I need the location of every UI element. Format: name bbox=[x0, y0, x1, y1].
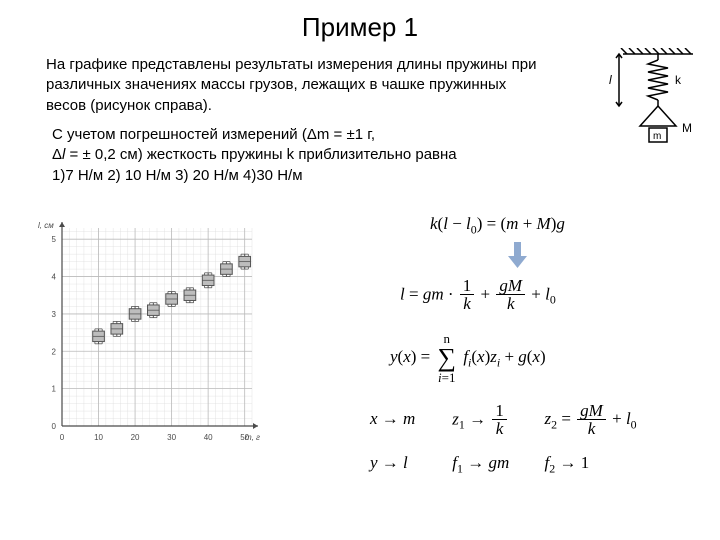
svg-text:30: 30 bbox=[167, 433, 176, 442]
page-title: Пример 1 bbox=[0, 12, 720, 43]
svg-text:10: 10 bbox=[94, 433, 103, 442]
label-l: l bbox=[609, 73, 612, 87]
svg-text:m, г: m, г bbox=[245, 433, 260, 442]
formula-5: y → l f1 → gm f2 → 1 bbox=[370, 453, 690, 476]
formula-block: k(l − l0) = (m + M)g l = gm · 1k + gMk +… bbox=[370, 204, 690, 486]
paragraph-1: На графике представлены результаты измер… bbox=[46, 55, 546, 116]
paragraph-2: С учетом погрешностей измерений (Δm = ±1… bbox=[52, 125, 592, 186]
svg-text:0: 0 bbox=[60, 433, 65, 442]
svg-text:4: 4 bbox=[52, 273, 57, 282]
paragraph-2-line-3: 1)7 Н/м 2) 10 Н/м 3) 20 Н/м 4)30 Н/м bbox=[52, 167, 303, 184]
svg-text:20: 20 bbox=[131, 433, 140, 442]
formula-4: x → m z1 → 1k z2 = gMk + l0 bbox=[370, 402, 690, 439]
paragraph-2-line-2: Δl = ± 0,2 см) жесткость пружины k прибл… bbox=[52, 146, 457, 163]
paragraph-2-line-1: С учетом погрешностей измерений (Δm = ±1… bbox=[52, 126, 375, 143]
label-k: k bbox=[675, 73, 682, 87]
error-bar-chart: 01020304050012345m, гl, см bbox=[34, 218, 264, 448]
formula-3: y(x) = n ∑ i=1 fi(x)zi + g(x) bbox=[390, 332, 690, 384]
label-m: m bbox=[653, 131, 661, 142]
svg-text:2: 2 bbox=[52, 347, 57, 356]
svg-text:l, см: l, см bbox=[38, 221, 54, 230]
svg-text:1: 1 bbox=[52, 385, 57, 394]
svg-text:0: 0 bbox=[52, 422, 57, 431]
formula-1: k(l − l0) = (m + M)g bbox=[430, 214, 690, 237]
spring-diagram: l k m M bbox=[605, 48, 700, 156]
formula-2: l = gm · 1k + gMk + l0 bbox=[400, 277, 690, 314]
svg-text:3: 3 bbox=[52, 310, 57, 319]
svg-text:5: 5 bbox=[52, 235, 57, 244]
label-big-m: M bbox=[682, 121, 692, 135]
svg-text:40: 40 bbox=[204, 433, 213, 442]
